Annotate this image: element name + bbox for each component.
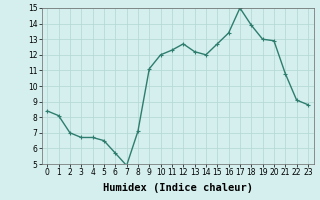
X-axis label: Humidex (Indice chaleur): Humidex (Indice chaleur) xyxy=(103,183,252,193)
